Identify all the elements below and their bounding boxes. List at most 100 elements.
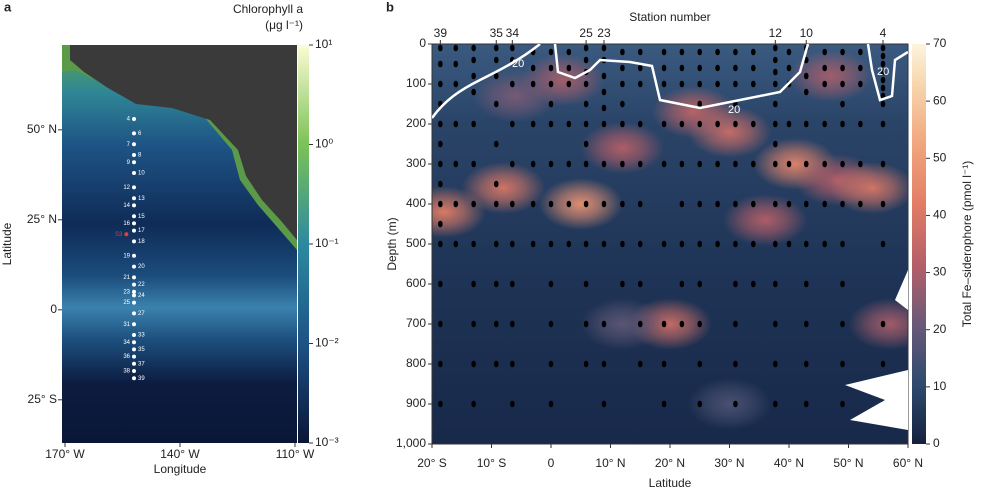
sample-dot [510, 160, 515, 168]
sample-dot [438, 400, 443, 408]
sample-dot [438, 80, 443, 88]
colorbar-tick-label: 10⁻¹ [315, 236, 339, 250]
station-dot [132, 322, 136, 327]
contour-line [866, 44, 908, 102]
sample-dot [773, 120, 778, 128]
sample-dot [858, 120, 863, 128]
sample-dot [601, 104, 607, 112]
x-tick-label: 140° W [160, 447, 200, 461]
sample-dot [661, 48, 667, 56]
sample-dot [548, 48, 554, 56]
colorbar-a [298, 45, 309, 443]
x-tick-label: 60° N [893, 456, 923, 470]
sample-dot [803, 200, 809, 208]
sample-dot [697, 240, 703, 248]
station-label: 25 [123, 300, 130, 306]
sample-dot [601, 400, 607, 408]
station-label: 8 [138, 153, 142, 159]
sample-dot [510, 280, 515, 288]
colorbar-tick-label: 10 [933, 379, 947, 393]
sample-dot [510, 400, 515, 408]
sample-dot [840, 360, 845, 368]
sample-dot [880, 240, 886, 248]
sample-dot [803, 72, 809, 80]
station-dot [132, 347, 136, 352]
sample-dot [697, 120, 703, 128]
sample-dot [453, 120, 459, 128]
sample-dot [566, 48, 572, 56]
sample-dot [438, 44, 443, 52]
sample-dot [530, 200, 536, 208]
sample-dot [510, 320, 515, 328]
station-dot [132, 282, 136, 287]
station-label: 13 [138, 196, 145, 202]
sample-dot [822, 64, 827, 72]
sample-dot [679, 48, 685, 56]
sample-dot [601, 72, 607, 80]
sample-dot [840, 400, 845, 408]
concentration-patch [788, 50, 873, 102]
sample-dot [733, 400, 738, 408]
panel-label: b [386, 0, 394, 14]
station-label: 18 [138, 239, 145, 245]
station-label: 10 [138, 171, 145, 177]
sample-dot [786, 200, 792, 208]
sample-dot [510, 240, 515, 248]
sample-dot [733, 160, 738, 168]
sample-dot [773, 280, 778, 288]
sample-dot [715, 80, 720, 88]
station-dot [124, 232, 129, 237]
sample-dot [679, 120, 685, 128]
station-label: 23 [123, 289, 130, 295]
concentration-patch [848, 298, 908, 350]
sample-dot [583, 360, 589, 368]
sample-dot [786, 160, 792, 168]
station-label: 33 [138, 333, 145, 339]
station-label: 31 [123, 322, 130, 328]
sample-dot [471, 88, 476, 96]
sample-dot [679, 160, 685, 168]
x-tick-label: 20° S [417, 456, 446, 470]
colorbar-tick-label: 10⁰ [315, 137, 333, 151]
sample-dot [620, 200, 625, 208]
sample-dot [840, 200, 845, 208]
sample-dot [697, 400, 703, 408]
x-tick-label: 170° W [45, 447, 85, 461]
sample-dot [840, 80, 845, 88]
sample-dot [773, 56, 778, 64]
sample-dot [822, 200, 827, 208]
sample-dot [715, 160, 720, 168]
sample-dot [583, 140, 589, 148]
sample-dot [637, 280, 643, 288]
sample-dot [620, 48, 625, 56]
sample-dot [493, 200, 499, 208]
sample-dot [858, 80, 863, 88]
sample-dot [880, 76, 886, 84]
x-axis-label: Longitude [154, 462, 207, 476]
sample-dot [471, 200, 476, 208]
sample-dot [566, 80, 572, 88]
sample-dot [880, 320, 886, 328]
sample-dot [822, 240, 827, 248]
sample-dot [637, 64, 643, 72]
sample-dot [679, 320, 685, 328]
section-area [432, 44, 908, 444]
y-tick-label: 300 [406, 156, 426, 170]
station-dot [132, 300, 136, 305]
sample-dot [679, 200, 685, 208]
sample-dot [661, 64, 667, 72]
sample-dot [471, 240, 476, 248]
sample-dot [751, 64, 756, 72]
sample-dot [822, 80, 827, 88]
colorbar-tick-label: 10¹ [315, 37, 332, 51]
y-tick-label: 25° N [27, 212, 57, 226]
sample-dot [583, 56, 589, 64]
sample-dot [548, 280, 554, 288]
sample-dot [840, 240, 845, 248]
sample-dot [733, 240, 738, 248]
sample-dot [858, 64, 863, 72]
sample-dot [548, 100, 554, 108]
sample-dot [751, 200, 756, 208]
sample-dot [773, 160, 778, 168]
sample-dot [773, 68, 778, 76]
